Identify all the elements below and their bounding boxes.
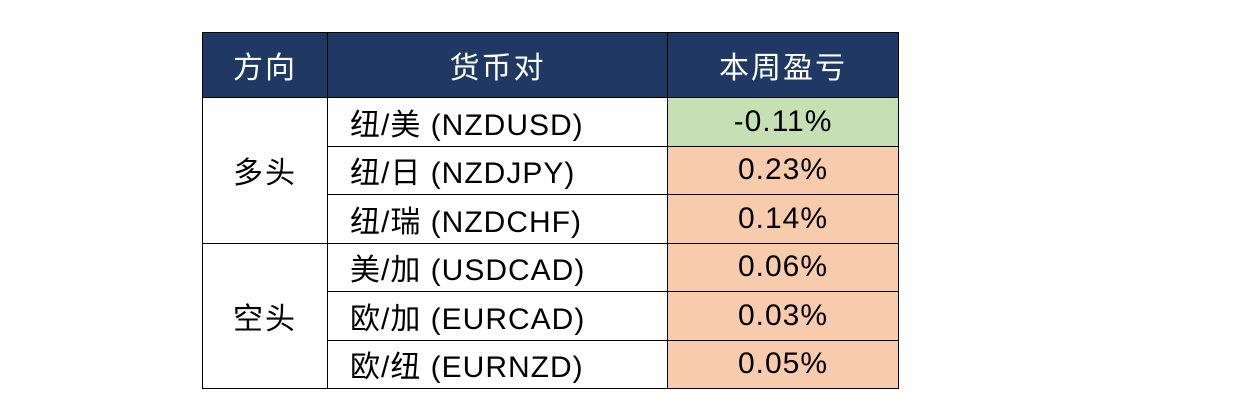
table-body: 多头 纽/美 (NZDUSD) -0.11% 纽/日 (NZDJPY) 0.23% 纽/瑞… (202, 97, 899, 389)
header-row: 方向 货币对 本周盈亏 (202, 32, 899, 98)
row: 空头 美/加 (USDCAD) 0.06% (202, 242, 899, 389)
pair-cell: 欧/纽 (EURNZD) (327, 339, 668, 389)
row: 欧/纽 (EURNZD) 0.05% (203, 339, 899, 389)
pair-cell: 纽/美 (NZDUSD) (327, 97, 668, 147)
pair-cell: 欧/加 (EURCAD) (327, 291, 668, 341)
pair-cell: 纽/瑞 (NZDCHF) (327, 194, 668, 244)
direction-cell: 多头 (202, 97, 328, 244)
pnl-cell: 0.06% (667, 242, 899, 292)
pnl-cell: 0.05% (667, 339, 899, 389)
pnl-cell: 0.14% (667, 194, 899, 244)
pair-cell: 纽/日 (NZDJPY) (327, 145, 668, 195)
row: 多头 纽/美 (NZDUSD) -0.11% (202, 97, 899, 244)
header-cell: 货币对 (327, 32, 668, 98)
pnl-cell: 0.03% (667, 291, 899, 341)
row: 欧/加 (EURCAD) 0.03% (203, 291, 899, 341)
pnl-cell: -0.11% (667, 97, 899, 147)
pnl-cell: 0.23% (667, 145, 899, 195)
row: 纽/瑞 (NZDCHF) 0.14% (203, 194, 899, 244)
direction-cell: 空头 (202, 242, 328, 389)
header-cell: 方向 (202, 32, 328, 98)
pnl-table: 方向 货币对 本周盈亏 多头 纽/美 (NZDUSD) -0.11% 纽/日 (NZD… (202, 32, 899, 389)
header-cell: 本周盈亏 (667, 32, 899, 98)
pair-cell: 美/加 (USDCAD) (327, 242, 668, 292)
